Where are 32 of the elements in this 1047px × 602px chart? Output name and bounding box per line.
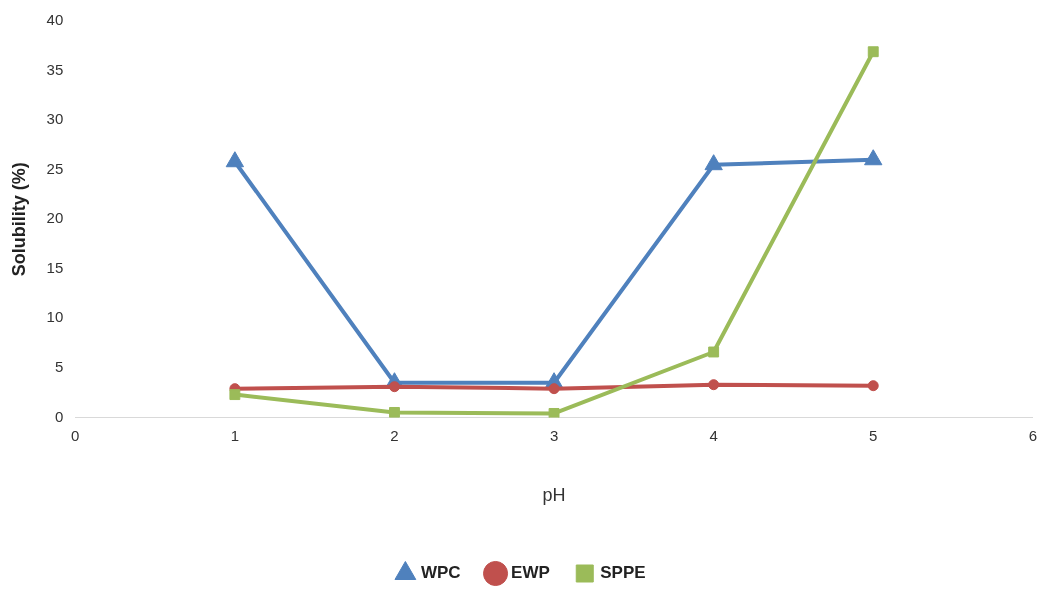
x-axis-title: pH [542, 485, 566, 506]
point [548, 407, 560, 418]
x-tick-label: 4 [709, 426, 718, 444]
y-axis-title: Solubility (%) [8, 162, 29, 277]
x-tick-label: 6 [1028, 426, 1037, 444]
y-tick-label: 0 [54, 407, 64, 425]
y-tick-label: 5 [54, 357, 64, 375]
x-tick-label: 0 [71, 426, 80, 444]
point [548, 383, 560, 395]
point [225, 151, 245, 168]
point [864, 149, 883, 166]
y-tick-label: 30 [46, 110, 64, 128]
legend-label: EWP [511, 563, 550, 583]
y-tick-label: 25 [46, 159, 64, 177]
point [388, 381, 400, 393]
x-tick-label: 2 [390, 426, 399, 444]
point [389, 407, 400, 418]
point [708, 346, 720, 358]
y-tick-label: 15 [46, 258, 64, 276]
legend-label: SPPE [600, 563, 646, 583]
legend-label: WPC [420, 563, 461, 583]
x-tick-label: 1 [230, 426, 240, 444]
x-tick-label: 5 [869, 426, 878, 444]
point [229, 389, 241, 401]
y-tick-label: 20 [46, 209, 64, 227]
point [704, 154, 723, 171]
y-tick-label: 35 [46, 60, 64, 78]
x-tick-label: 3 [549, 426, 559, 444]
y-tick-label: 10 [46, 308, 64, 326]
point [867, 380, 879, 392]
y-tick-label: 40 [46, 11, 64, 29]
point [708, 379, 720, 391]
